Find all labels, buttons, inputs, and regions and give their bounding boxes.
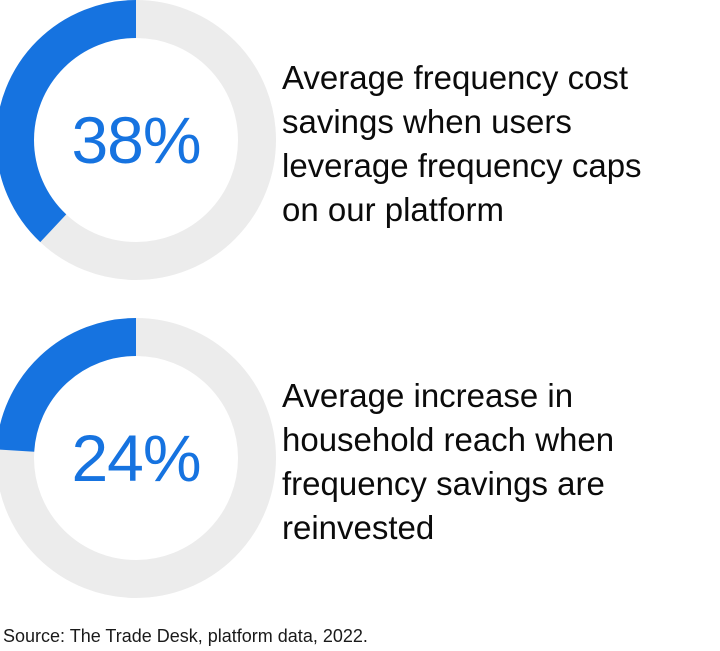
donut-value-arc bbox=[0, 0, 276, 280]
donut-chart: 24% bbox=[0, 318, 280, 598]
stat-description-line: savings when users bbox=[282, 103, 572, 140]
stat-description-line: Average frequency cost bbox=[282, 59, 629, 96]
stat-description-line: Average increase in bbox=[282, 377, 574, 414]
donut-chart: 38% bbox=[0, 0, 280, 280]
stat-description: Average frequency cost savings when user… bbox=[282, 56, 702, 232]
stat-description: Average increase in household reach when… bbox=[282, 374, 702, 550]
stat-description-line: frequency savings are bbox=[282, 465, 605, 502]
donut-value-label: 38% bbox=[71, 103, 201, 177]
source-note: Source: The Trade Desk, platform data, 2… bbox=[3, 626, 368, 646]
stat-description-line: household reach when bbox=[282, 421, 615, 458]
stat-description-line: leverage frequency caps bbox=[282, 147, 642, 184]
donut-svg bbox=[0, 318, 276, 598]
stat-description-line: on our platform bbox=[282, 191, 504, 228]
stat-description-line: reinvested bbox=[282, 509, 435, 546]
stat-block-cost-savings: 38% Average frequency cost savings when … bbox=[0, 0, 720, 280]
donut-value-arc bbox=[0, 318, 276, 598]
donut-value-label: 24% bbox=[71, 421, 201, 495]
stat-block-household-reach: 24% Average increase in household reach … bbox=[0, 318, 720, 598]
donut-svg bbox=[0, 0, 276, 280]
